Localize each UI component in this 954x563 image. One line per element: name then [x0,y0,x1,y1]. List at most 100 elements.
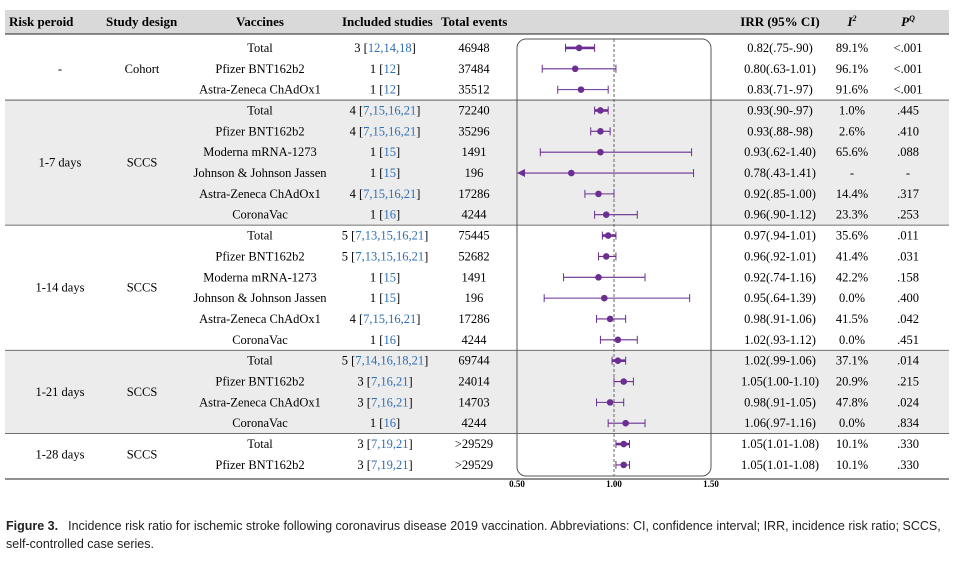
reference-numbers[interactable]: 7,15,16,21 [363,124,416,138]
total-events: 46948 [458,41,489,55]
included-studies: 5 [7,13,15,16,21] [342,229,428,243]
table-row: Moderna mRNA-1273 1 [15] 1491 0.93(.62-1.40… [203,145,919,159]
irr-value: 1.02(.99-1.06) [744,354,816,368]
reference-numbers[interactable]: 15 [383,145,396,159]
study-count: 1 [370,208,376,222]
reference-numbers[interactable]: 16 [383,333,396,347]
included-studies: 1 [16] [370,333,400,347]
bracket-close: ] [396,333,400,347]
reference-numbers[interactable]: 16 [383,416,396,430]
p-q-value: .451 [897,333,919,347]
reference-numbers[interactable]: 7,13,15,16,21 [355,229,424,243]
reference-numbers[interactable]: 7,15,16,21 [363,187,416,201]
i-squared-value: 2.6% [839,124,865,138]
i-squared-value: 41.4% [836,249,868,263]
vaccine-label: CoronaVac [232,333,288,347]
pq-sup: Q [909,14,915,23]
forest-point [596,398,625,407]
forest-point [590,127,611,136]
study-count: 1 [370,145,376,159]
i-squared-value: 47.8% [836,395,868,409]
study-count: 1 [370,166,376,180]
p-q-value: - [906,166,910,180]
study-design-label: SCCS [127,448,158,462]
study-count: 3 [357,395,363,409]
total-events: 14703 [458,395,489,409]
bracket-open: [ [376,145,383,159]
i-squared-value: 35.6% [836,229,868,243]
bracket-open: [ [356,187,363,201]
group-shading [5,100,949,434]
total-events: 37484 [458,62,490,76]
vaccine-label: Moderna mRNA-1273 [203,270,317,284]
table-row: Johnson & Johnson Jassen 1 [15] 196 0.78(.4… [194,166,911,180]
forest-plot: 0.50 1.00 1.50 [509,38,719,489]
included-studies: 4 [7,15,16,21] [350,103,421,117]
pq-main: P [901,14,910,29]
header-i-squared: I2 [846,14,856,29]
table-row: Astra-Zeneca ChAdOx1 4 [7,15,16,21] 17286 0… [199,312,919,326]
reference-numbers[interactable]: 15 [383,291,396,305]
point-estimate [597,128,604,135]
included-studies: 3 [7,19,21] [357,437,412,451]
table-row: Moderna mRNA-1273 1 [15] 1491 0.92(.74-1.16… [203,270,919,284]
forest-point [563,273,646,282]
reference-numbers[interactable]: 15 [383,270,396,284]
bracket-open: [ [356,103,363,117]
reference-numbers[interactable]: 7,14,16,18,21 [355,354,424,368]
forest-point [601,231,617,240]
included-studies: 3 [7,16,21] [357,395,412,409]
bracket-close: ] [408,375,412,389]
forest-point [584,189,615,198]
point-estimate [622,419,629,427]
irr-value: 0.98(.91-1.05) [744,395,816,409]
total-events: 196 [465,166,484,180]
p-q-value: <.001 [894,62,923,76]
study-design-label: Cohort [125,62,160,76]
table-row: Johnson & Johnson Jassen 1 [15] 196 0.95(.6… [194,291,919,305]
included-studies: 4 [7,15,16,21] [350,312,421,326]
point-estimate [575,44,583,52]
irr-value: 0.82(.75-.90) [747,41,813,55]
included-studies: 3 [12,14,18] [354,41,415,55]
included-studies: 1 [16] [370,416,400,430]
vaccine-label: Astra-Zeneca ChAdOx1 [199,83,321,97]
reference-numbers[interactable]: 7,15,16,21 [363,312,416,326]
i-squared-value: 0.0% [839,291,865,305]
bracket-open: [ [356,312,363,326]
vaccine-label: Pfizer BNT162b2 [215,249,304,263]
included-studies: 1 [12] [370,83,400,97]
bracket-open: [ [364,395,371,409]
bracket-close: ] [396,291,400,305]
reference-numbers[interactable]: 7,19,21 [371,437,409,451]
reference-numbers[interactable]: 12,14,18 [368,41,412,55]
x-tick-label: 1.00 [606,479,622,489]
i-squared-value: 37.1% [836,354,868,368]
reference-numbers[interactable]: 7,16,21 [371,395,409,409]
risk-period-label: 1-21 days [36,385,85,399]
reference-numbers[interactable]: 16 [383,208,396,222]
reference-numbers[interactable]: 15 [383,166,396,180]
reference-numbers[interactable]: 7,13,15,16,21 [355,249,424,263]
bracket-open: [ [376,208,383,222]
irr-value: 1.05(1.00-1.10) [741,375,819,389]
vaccine-label: Pfizer BNT162b2 [215,458,304,472]
study-count: 4 [350,103,357,117]
forest-point [615,440,631,449]
irr-value: 0.93(.88-.98) [747,124,813,138]
reference-numbers[interactable]: 7,15,16,21 [363,103,416,117]
bracket-close: ] [396,62,400,76]
forest-point [517,169,695,178]
forest-point [599,335,638,344]
group-shade-band [5,350,949,434]
reference-numbers[interactable]: 7,16,21 [371,375,409,389]
point-estimate [606,399,614,406]
forest-point [539,148,693,157]
reference-numbers[interactable]: 12 [383,83,396,97]
total-events: 24014 [458,375,490,389]
bracket-open: [ [348,229,355,243]
caption-label: Figure 3. [6,519,59,533]
point-estimate [595,273,602,281]
reference-numbers[interactable]: 7,19,21 [371,458,409,472]
reference-numbers[interactable]: 12 [383,62,396,76]
